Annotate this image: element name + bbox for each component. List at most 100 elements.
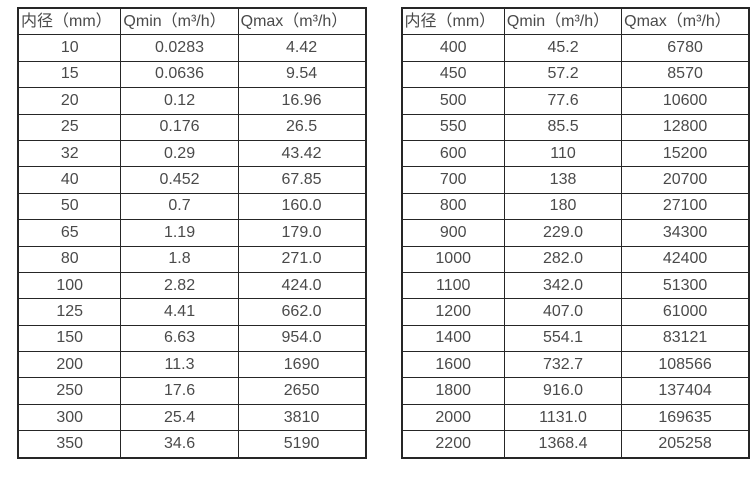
qmax-cell: 3810 [237, 403, 367, 432]
table-row: 32 0.29 43.42 [17, 139, 367, 168]
qmin-cell: 6.63 [120, 324, 239, 353]
flow-table-large-diameters: 内径（mm） Qmin（m³/h） Qmax（m³/h） 400 45.2 6780 450… [400, 7, 750, 459]
diameter-cell: 400 [401, 34, 505, 62]
column-header: Qmax（m³/h） [621, 7, 750, 36]
tables-container: 内径（mm） Qmin（m³/h） Qmax（m³/h） 10 0.0283 4.42 15… [17, 7, 750, 459]
table-row: 1800 916.0 137404 [401, 377, 750, 405]
table-row: 250 17.6 2650 [17, 377, 367, 405]
diameter-cell: 1800 [401, 377, 505, 405]
qmax-cell: 271.0 [237, 245, 367, 273]
qmin-cell: 138 [503, 166, 623, 194]
qmin-cell: 77.6 [503, 87, 623, 115]
qmin-cell: 2.82 [120, 271, 239, 300]
header-row: 内径（mm） Qmin（m³/h） Qmax（m³/h） [17, 7, 367, 36]
diameter-cell: 50 [17, 192, 122, 221]
diameter-cell: 800 [401, 192, 505, 221]
diameter-cell: 1100 [401, 271, 505, 300]
qmin-cell: 342.0 [503, 271, 623, 300]
qmax-cell: 16.96 [237, 87, 367, 115]
table-row: 200 11.3 1690 [17, 351, 367, 379]
table-row: 1400 554.1 83121 [401, 324, 750, 353]
qmin-cell: 1.8 [120, 245, 239, 273]
table-row: 800 180 27100 [401, 192, 750, 221]
table-row: 10 0.0283 4.42 [17, 34, 367, 62]
qmin-cell: 4.41 [120, 298, 239, 326]
qmin-cell: 0.0283 [120, 34, 239, 62]
qmax-cell: 12800 [621, 113, 750, 141]
qmin-cell: 180 [503, 192, 623, 221]
qmax-cell: 1690 [237, 351, 367, 379]
diameter-cell: 550 [401, 113, 505, 141]
qmin-cell: 0.7 [120, 192, 239, 221]
qmax-cell: 8570 [621, 60, 750, 89]
column-header: 内径（mm） [401, 7, 505, 36]
table-row: 40 0.452 67.85 [17, 166, 367, 194]
table-row: 20 0.12 16.96 [17, 87, 367, 115]
qmax-cell: 662.0 [237, 298, 367, 326]
qmin-cell: 1368.4 [503, 430, 623, 459]
qmin-cell: 1131.0 [503, 403, 623, 432]
qmax-cell: 43.42 [237, 139, 367, 168]
table-row: 450 57.2 8570 [401, 60, 750, 89]
qmin-cell: 732.7 [503, 351, 623, 379]
qmin-cell: 45.2 [503, 34, 623, 62]
qmax-cell: 67.85 [237, 166, 367, 194]
qmax-cell: 169635 [621, 403, 750, 432]
table-row: 1200 407.0 61000 [401, 298, 750, 326]
qmin-cell: 85.5 [503, 113, 623, 141]
qmax-cell: 42400 [621, 245, 750, 273]
qmin-cell: 554.1 [503, 324, 623, 353]
table-row: 2200 1368.4 205258 [401, 430, 750, 459]
qmax-cell: 83121 [621, 324, 750, 353]
column-header: Qmax（m³/h） [237, 7, 367, 36]
table-row: 2000 1131.0 169635 [401, 403, 750, 432]
diameter-cell: 2200 [401, 430, 505, 459]
diameter-cell: 250 [17, 377, 122, 405]
diameter-cell: 600 [401, 139, 505, 168]
table-row: 400 45.2 6780 [401, 34, 750, 62]
header-row: 内径（mm） Qmin（m³/h） Qmax（m³/h） [401, 7, 750, 36]
column-header: Qmin（m³/h） [120, 7, 239, 36]
diameter-cell: 125 [17, 298, 122, 326]
qmax-cell: 10600 [621, 87, 750, 115]
qmax-cell: 4.42 [237, 34, 367, 62]
diameter-cell: 1000 [401, 245, 505, 273]
diameter-cell: 10 [17, 34, 122, 62]
flow-table-small-diameters: 内径（mm） Qmin（m³/h） Qmax（m³/h） 10 0.0283 4.42 15… [17, 7, 367, 459]
table-row: 550 85.5 12800 [401, 113, 750, 141]
diameter-cell: 150 [17, 324, 122, 353]
diameter-cell: 700 [401, 166, 505, 194]
diameter-cell: 40 [17, 166, 122, 194]
table-row: 700 138 20700 [401, 166, 750, 194]
table-row: 300 25.4 3810 [17, 403, 367, 432]
qmax-cell: 179.0 [237, 219, 367, 247]
column-header: 内径（mm） [17, 7, 122, 36]
table-row: 150 6.63 954.0 [17, 324, 367, 353]
diameter-cell: 500 [401, 87, 505, 115]
qmax-cell: 27100 [621, 192, 750, 221]
diameter-cell: 20 [17, 87, 122, 115]
qmin-cell: 34.6 [120, 430, 239, 459]
qmax-cell: 51300 [621, 271, 750, 300]
qmin-cell: 11.3 [120, 351, 239, 379]
table-row: 500 77.6 10600 [401, 87, 750, 115]
table-row: 600 110 15200 [401, 139, 750, 168]
qmax-cell: 424.0 [237, 271, 367, 300]
qmax-cell: 15200 [621, 139, 750, 168]
diameter-cell: 300 [17, 403, 122, 432]
diameter-cell: 900 [401, 219, 505, 247]
qmax-cell: 34300 [621, 219, 750, 247]
qmin-cell: 17.6 [120, 377, 239, 405]
qmin-cell: 916.0 [503, 377, 623, 405]
table-row: 65 1.19 179.0 [17, 219, 367, 247]
diameter-cell: 350 [17, 430, 122, 459]
table-row: 25 0.176 26.5 [17, 113, 367, 141]
qmin-cell: 229.0 [503, 219, 623, 247]
qmin-cell: 407.0 [503, 298, 623, 326]
qmax-cell: 205258 [621, 430, 750, 459]
diameter-cell: 2000 [401, 403, 505, 432]
table-row: 1000 282.0 42400 [401, 245, 750, 273]
qmax-cell: 2650 [237, 377, 367, 405]
diameter-cell: 450 [401, 60, 505, 89]
diameter-cell: 100 [17, 271, 122, 300]
